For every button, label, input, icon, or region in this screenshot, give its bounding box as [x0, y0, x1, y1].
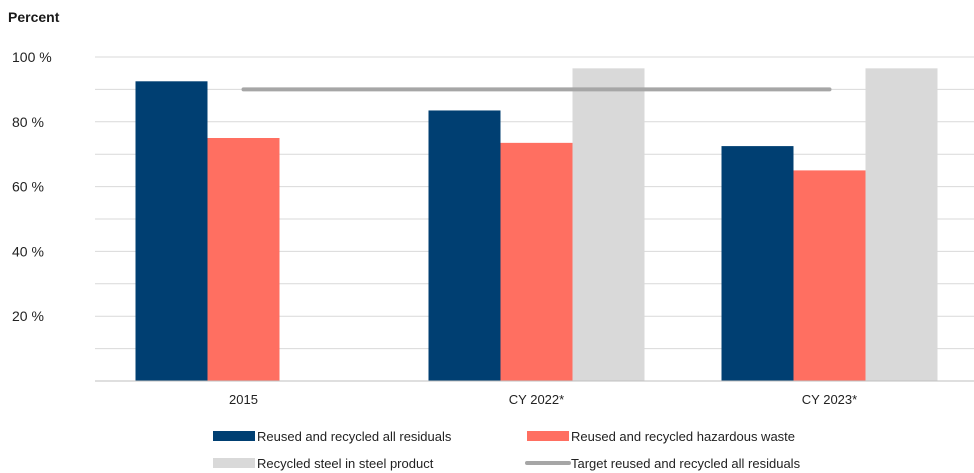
- y-tick-label: 80 %: [12, 114, 44, 130]
- y-tick-label: 40 %: [12, 243, 44, 259]
- legend-label: Reused and recycled hazardous waste: [571, 429, 795, 444]
- bars: [135, 68, 938, 382]
- x-tick-label: 2015: [229, 392, 258, 407]
- y-tick-label: 60 %: [12, 179, 44, 195]
- bar: [865, 68, 938, 381]
- x-tick-label: CY 2023*: [802, 392, 857, 407]
- bar: [793, 170, 866, 381]
- legend-label: Target reused and recycled all residuals: [571, 456, 801, 471]
- y-axis-title: Percent: [8, 9, 60, 25]
- bar: [135, 81, 208, 382]
- legend-swatch: [213, 431, 255, 441]
- y-tick-label: 100 %: [12, 49, 52, 65]
- y-tick-labels: 20 % 40 % 60 % 80 % 100 %: [12, 49, 52, 324]
- bar: [500, 142, 573, 381]
- legend: Reused and recycled all residuals Reused …: [213, 429, 801, 471]
- y-tick-label: 20 %: [12, 308, 44, 324]
- legend-label: Reused and recycled all residuals: [257, 429, 452, 444]
- x-tick-labels: 2015 CY 2022* CY 2023*: [229, 392, 857, 407]
- legend-swatch: [527, 431, 569, 441]
- bar: [721, 146, 794, 381]
- bar: [572, 68, 645, 381]
- bar: [428, 110, 501, 382]
- legend-swatch: [213, 458, 255, 468]
- x-tick-label: CY 2022*: [509, 392, 564, 407]
- legend-label: Recycled steel in steel product: [257, 456, 434, 471]
- bar: [207, 138, 280, 381]
